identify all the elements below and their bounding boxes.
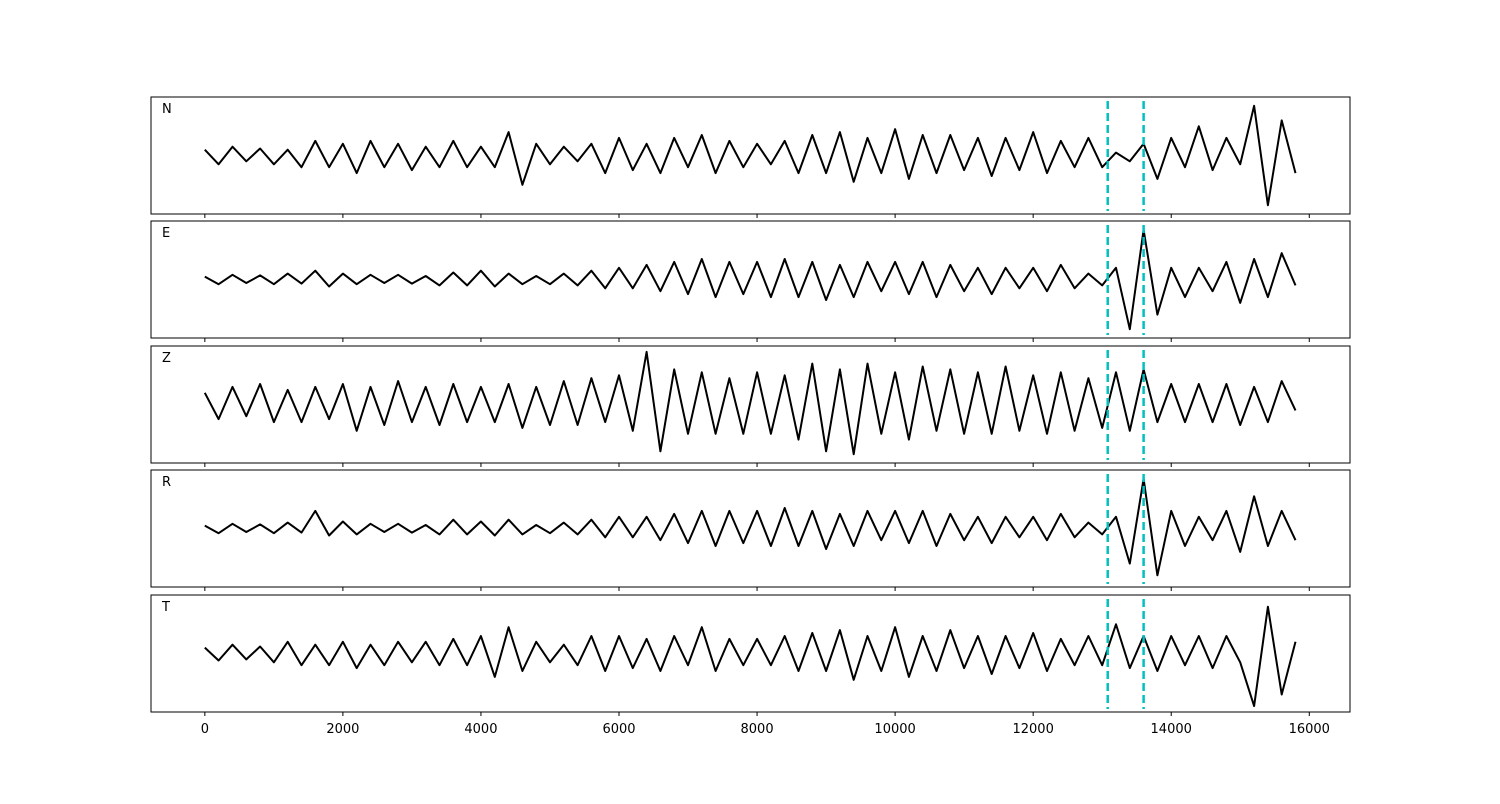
trace-line: [203, 350, 1297, 456]
panel-label: N: [162, 102, 172, 117]
panel-label: T: [161, 600, 170, 615]
panel-frame: [150, 594, 1351, 713]
x-tick-label: 2000: [326, 722, 359, 737]
panel-label: E: [162, 226, 170, 241]
x-tick-label: 14000: [1151, 722, 1192, 737]
x-tick-label: 12000: [1012, 722, 1053, 737]
panel-r: R: [150, 469, 1351, 591]
panel-frame: [150, 96, 1351, 215]
panel-t: T 0 2000 4000 6000 8000 10000 12000 14000 16000: [150, 594, 1351, 737]
x-tick-label: 16000: [1289, 722, 1330, 737]
trace-line: [204, 104, 1297, 207]
panel-frame: [150, 345, 1351, 464]
x-tick-label: 8000: [741, 722, 774, 737]
panel-label: Z: [162, 351, 171, 366]
x-tick-label: 6000: [602, 722, 635, 737]
x-tick-label: 0: [201, 722, 209, 737]
trace-line: [204, 228, 1297, 331]
trace-line: [204, 605, 1297, 708]
panel-z: Z: [150, 345, 1351, 467]
x-tick-label: 10000: [874, 722, 915, 737]
panel-n: N: [150, 96, 1351, 218]
panel-frame: [150, 469, 1351, 588]
panel-frame: [150, 220, 1351, 339]
panel-label: R: [162, 475, 171, 490]
x-tick-label: 4000: [464, 722, 497, 737]
panel-e: E: [150, 220, 1351, 342]
trace-line: [204, 477, 1297, 577]
